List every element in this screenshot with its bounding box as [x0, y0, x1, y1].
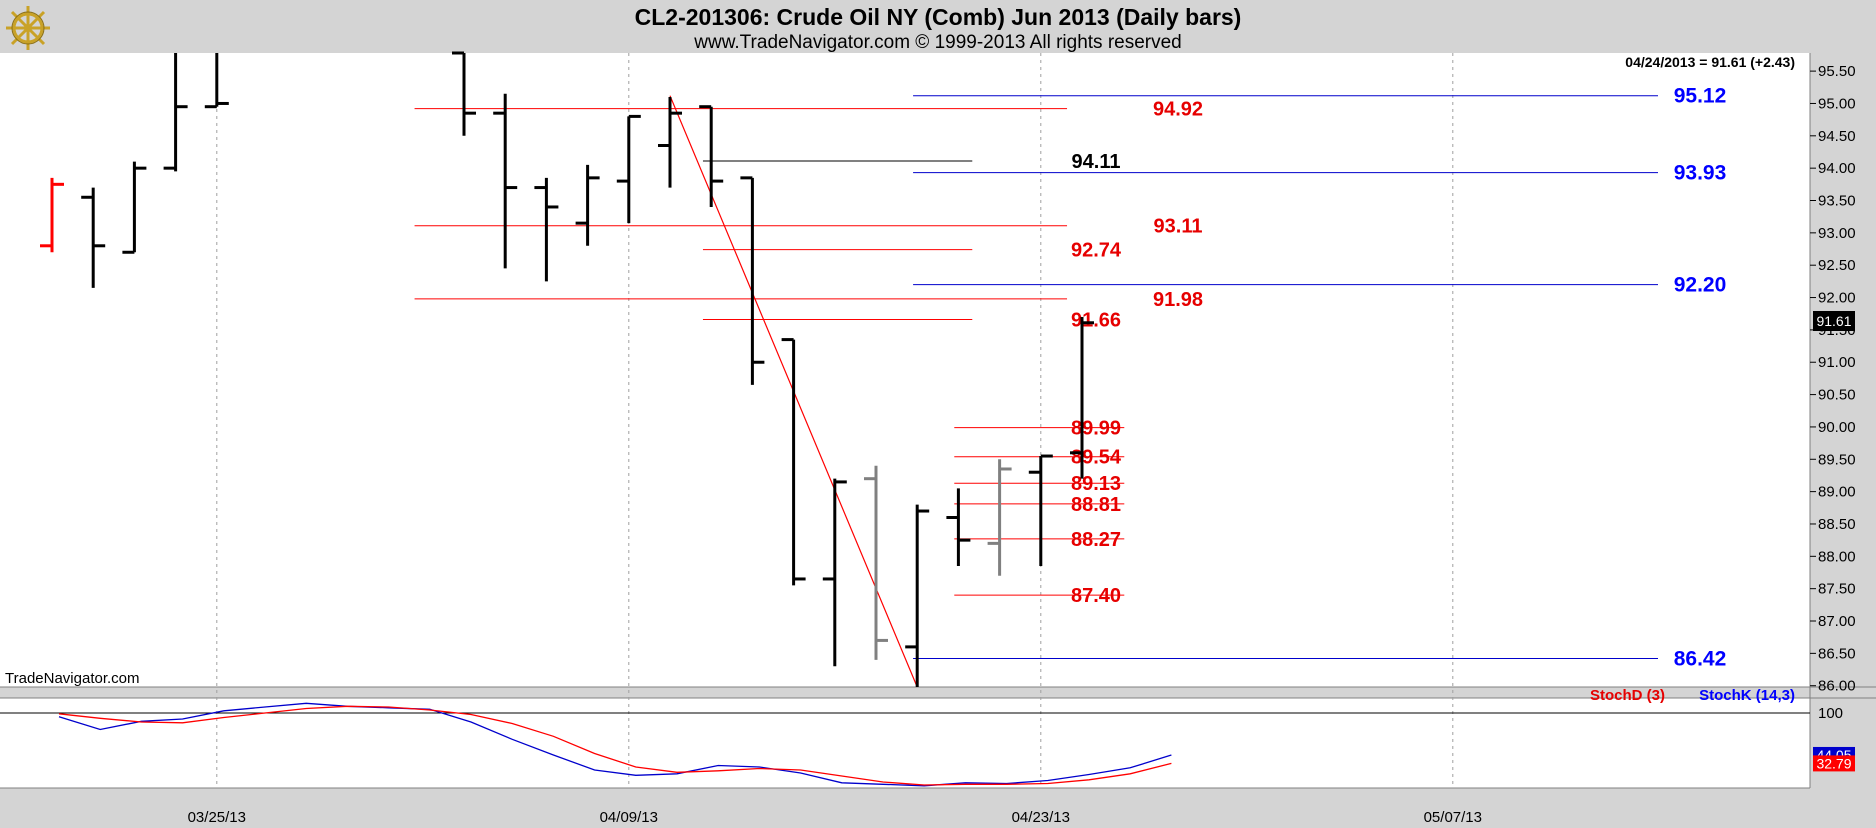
price-tick-label: 94.50: [1818, 128, 1856, 145]
price-tick-label: 89.00: [1818, 484, 1856, 501]
stoch-value-badge: [1813, 755, 1855, 772]
level-label: 95.12: [1674, 85, 1727, 108]
price-tick-label: 87.00: [1818, 613, 1856, 630]
price-tick-label: 90.00: [1818, 419, 1856, 436]
stoch-legend-entry: StochD (3): [1590, 687, 1665, 704]
ohlc-bar: [452, 51, 476, 136]
ohlc-bar: [905, 504, 930, 687]
time-tick-label: 03/25/13: [188, 809, 246, 826]
stoch-series-line: [58, 705, 1172, 786]
level-label: 94.11: [1072, 151, 1121, 173]
price-tick-label: 88.00: [1818, 548, 1856, 565]
price-tick-label: 86.50: [1818, 645, 1856, 662]
level-label: 86.42: [1674, 648, 1727, 671]
ohlc-bar: [616, 114, 641, 224]
price-tick-label: 94.00: [1818, 160, 1856, 177]
chart-title: CL2-201306: Crude Oil NY (Comb) Jun 2013…: [634, 4, 1242, 30]
level-label: 92.74: [1071, 240, 1122, 262]
last-readout: 04/24/2013 = 91.61 (+2.43): [1625, 54, 1795, 70]
ohlc-bar: [204, 53, 229, 109]
ohlc-bar: [40, 177, 64, 253]
level-label: 88.81: [1071, 494, 1121, 516]
price-tick-label: 95.50: [1818, 63, 1856, 80]
ohlc-bar: [740, 176, 765, 385]
stoch-value-label: 32.79: [1816, 755, 1851, 771]
current-price-badge: [1813, 311, 1855, 331]
price-tick-label: 86.00: [1818, 678, 1856, 695]
ohlc-bar: [575, 164, 600, 246]
time-tick-label: 04/09/13: [600, 809, 658, 826]
ohlc-bar: [658, 96, 682, 188]
price-tick-label: 91.00: [1818, 354, 1856, 371]
ohlc-bar: [1028, 454, 1053, 567]
time-tick-label: 04/23/13: [1012, 809, 1070, 826]
level-label: 89.13: [1071, 473, 1121, 495]
ohlc-bar: [987, 459, 1012, 576]
ohlc-bar: [493, 93, 518, 269]
price-tick-label: 90.50: [1818, 387, 1856, 404]
current-price-label: 91.61: [1816, 313, 1851, 329]
price-tick-label: 92.00: [1818, 290, 1856, 307]
level-label: 93.93: [1674, 162, 1727, 185]
price-tick-label: 92.50: [1818, 257, 1856, 274]
stoch-tick-label: 100: [1818, 705, 1843, 722]
ohlc-bar: [1070, 316, 1094, 479]
ohlc-bar: [534, 177, 559, 282]
chart-subtitle: www.TradeNavigator.com © 1999-2013 All r…: [694, 32, 1182, 53]
ohlc-bar: [122, 161, 147, 254]
level-label: 87.40: [1071, 585, 1121, 607]
price-tick-label: 93.50: [1818, 193, 1856, 210]
ohlc-bar: [699, 105, 724, 207]
price-tick-label: 88.50: [1818, 516, 1856, 533]
ohlc-bar: [822, 478, 847, 667]
level-label: 89.54: [1071, 447, 1122, 469]
price-tick-label: 89.50: [1818, 451, 1856, 468]
price-panel-background: [0, 53, 1810, 687]
ohlc-bar: [946, 488, 971, 567]
level-label: 91.66: [1071, 310, 1121, 332]
ohlc-bar: [781, 338, 806, 586]
stoch-legend-entry: StochK (14,3): [1699, 687, 1795, 704]
ohlc-bar: [81, 187, 106, 288]
stochastic-panel-background: [0, 698, 1810, 788]
ohlc-bar: [163, 53, 188, 172]
price-tick-label: 93.00: [1818, 225, 1856, 242]
level-label: 89.99: [1071, 418, 1121, 440]
stoch-series-line: [58, 702, 1172, 787]
price-tick-label: 95.00: [1818, 95, 1856, 112]
level-label: 92.20: [1674, 274, 1727, 297]
watermark: TradeNavigator.com: [5, 670, 140, 687]
price-tick-label: 87.50: [1818, 581, 1856, 598]
level-label: 94.92: [1153, 99, 1203, 121]
level-label: 93.11: [1154, 216, 1203, 238]
ship-wheel-logo-icon: [6, 6, 50, 50]
level-label: 88.27: [1071, 529, 1121, 551]
level-label: 91.98: [1153, 289, 1203, 311]
ohlc-bar: [864, 465, 888, 660]
time-tick-label: 05/07/13: [1424, 809, 1482, 826]
